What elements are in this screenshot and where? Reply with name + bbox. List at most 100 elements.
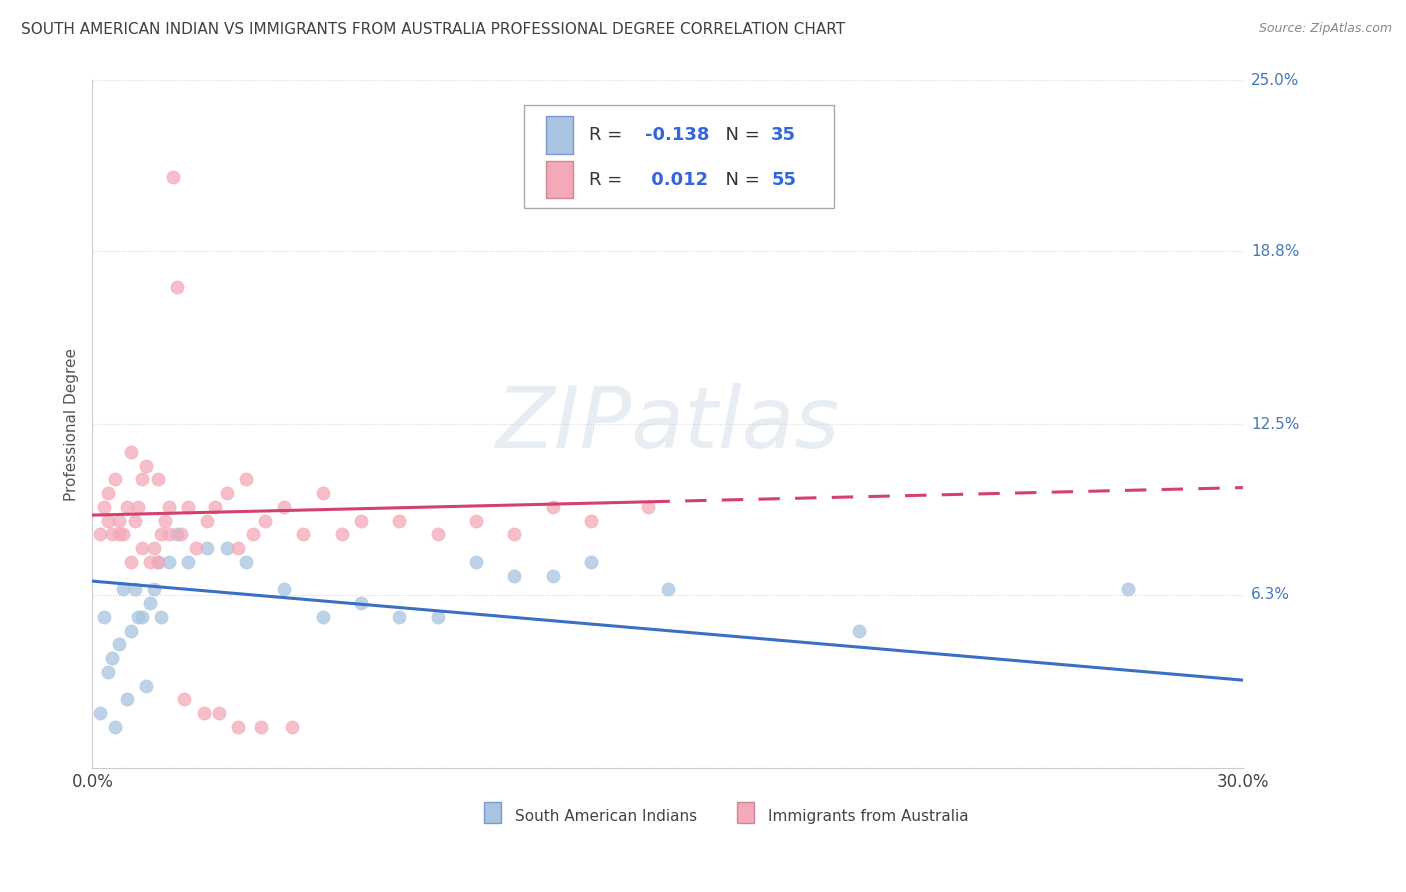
Point — [169, 527, 191, 541]
Point — [579, 514, 602, 528]
Point — [541, 568, 564, 582]
Point — [100, 527, 122, 541]
Point — [177, 500, 200, 514]
Point — [657, 582, 679, 597]
Point — [503, 527, 526, 541]
Point — [142, 582, 165, 597]
Point — [281, 720, 304, 734]
Text: 25.0%: 25.0% — [1251, 73, 1299, 88]
Point — [115, 500, 138, 514]
Point — [579, 555, 602, 569]
Point — [235, 472, 257, 486]
Point — [131, 472, 153, 486]
Text: R =: R = — [589, 127, 628, 145]
Point — [93, 610, 115, 624]
Point — [89, 706, 111, 721]
Point — [215, 541, 238, 555]
Point — [162, 169, 184, 184]
Point — [100, 651, 122, 665]
Text: South American Indians: South American Indians — [515, 808, 697, 823]
Point — [637, 500, 659, 514]
Point — [155, 514, 177, 528]
Point — [193, 706, 215, 721]
Point — [242, 527, 264, 541]
Point — [127, 610, 149, 624]
Point — [115, 692, 138, 706]
Text: 55: 55 — [772, 170, 796, 188]
Point — [226, 541, 249, 555]
Point — [135, 458, 157, 473]
Point — [89, 527, 111, 541]
Point — [848, 624, 870, 638]
Text: 12.5%: 12.5% — [1251, 417, 1299, 432]
Point — [112, 582, 135, 597]
Text: N =: N = — [714, 127, 765, 145]
Point — [157, 500, 180, 514]
Point — [273, 500, 295, 514]
Point — [197, 514, 219, 528]
Point — [464, 514, 486, 528]
FancyBboxPatch shape — [737, 802, 755, 823]
Point — [273, 582, 295, 597]
Point — [112, 527, 135, 541]
Point — [204, 500, 226, 514]
Point — [311, 610, 333, 624]
Text: ZIPatlas: ZIPatlas — [495, 383, 839, 466]
Point — [250, 720, 273, 734]
Point — [464, 555, 486, 569]
Point — [330, 527, 353, 541]
Point — [108, 527, 131, 541]
Point — [104, 720, 127, 734]
Text: 18.8%: 18.8% — [1251, 244, 1299, 259]
Point — [97, 665, 120, 679]
Text: R =: R = — [589, 170, 628, 188]
Point — [142, 541, 165, 555]
Text: 0.012: 0.012 — [644, 170, 707, 188]
Point — [135, 679, 157, 693]
Point — [108, 514, 131, 528]
Point — [350, 514, 373, 528]
Point — [157, 555, 180, 569]
Point — [124, 582, 146, 597]
Point — [150, 527, 173, 541]
Text: Immigrants from Australia: Immigrants from Australia — [768, 808, 969, 823]
Point — [226, 720, 249, 734]
Point — [235, 555, 257, 569]
Point — [166, 527, 188, 541]
Point — [388, 514, 411, 528]
Point — [120, 445, 142, 459]
Point — [426, 610, 449, 624]
Point — [93, 500, 115, 514]
FancyBboxPatch shape — [546, 116, 574, 154]
Point — [541, 500, 564, 514]
Point — [97, 486, 120, 500]
Point — [120, 624, 142, 638]
Y-axis label: Professional Degree: Professional Degree — [65, 348, 79, 500]
Point — [208, 706, 231, 721]
Point — [311, 486, 333, 500]
Point — [503, 568, 526, 582]
Point — [350, 596, 373, 610]
Point — [139, 555, 162, 569]
Point — [146, 555, 169, 569]
Point — [426, 527, 449, 541]
Point — [146, 472, 169, 486]
Text: 6.3%: 6.3% — [1251, 587, 1291, 602]
Point — [150, 610, 173, 624]
Text: -0.138: -0.138 — [644, 127, 709, 145]
Point — [97, 514, 120, 528]
Point — [184, 541, 207, 555]
Point — [1116, 582, 1139, 597]
Point — [131, 541, 153, 555]
FancyBboxPatch shape — [524, 104, 835, 208]
Point — [120, 555, 142, 569]
Point — [215, 486, 238, 500]
Point — [108, 637, 131, 651]
Point — [139, 596, 162, 610]
Point — [157, 527, 180, 541]
Point — [104, 472, 127, 486]
Point — [388, 610, 411, 624]
Point — [146, 555, 169, 569]
Point — [166, 280, 188, 294]
Point — [253, 514, 276, 528]
